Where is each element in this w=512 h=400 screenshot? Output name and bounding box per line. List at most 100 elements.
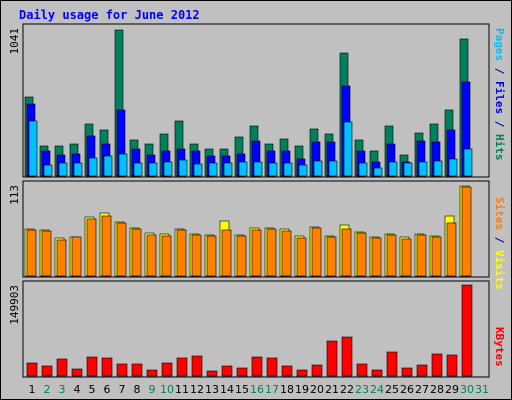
bar-kbytes-day-13 (206, 370, 218, 377)
bar-kbytes-day-5 (86, 356, 98, 377)
bar-kbytes-day-21 (326, 340, 338, 377)
bar-kbytes-day-26 (401, 367, 413, 377)
bar-sites-day-15 (236, 235, 247, 277)
bar-sites-day-8 (131, 228, 142, 277)
day-label-16: 16 (250, 383, 264, 396)
bar-kbytes-day-10 (161, 362, 173, 377)
day-label-10: 10 (160, 383, 174, 396)
bar-sites-day-5 (86, 218, 97, 277)
legend-visits: Visits (493, 250, 506, 290)
bar-sites-day-22 (341, 228, 352, 277)
day-label-9: 9 (149, 383, 156, 396)
bar-sites-day-9 (146, 234, 157, 277)
bar-sites-day-30 (461, 186, 472, 277)
legend-hits: Hits (493, 134, 506, 161)
bar-pages-day-4 (73, 162, 83, 177)
bars-hits-files-pages (24, 29, 473, 177)
bar-kbytes-day-2 (41, 365, 53, 377)
panel-visits-sites: 113 Sites / Visits (8, 180, 506, 290)
bar-pages-day-17 (268, 162, 278, 177)
day-label-31: 31 (475, 383, 489, 396)
legend-hits-files-pages: Pages / Files / Hits (493, 28, 506, 161)
bar-sites-day-17 (266, 228, 277, 277)
bar-pages-day-15 (238, 161, 248, 177)
bar-sites-day-14 (221, 229, 232, 277)
bar-kbytes-day-28 (431, 353, 443, 377)
day-label-2: 2 (44, 383, 51, 396)
legend-sites: Sites (493, 197, 506, 230)
bar-sites-day-1 (26, 229, 37, 277)
bar-pages-day-8 (133, 162, 143, 177)
bar-sites-day-21 (326, 236, 337, 277)
bar-sites-day-11 (176, 229, 187, 277)
bar-pages-day-10 (163, 161, 173, 177)
day-label-4: 4 (74, 383, 81, 396)
legend-pages: Pages (493, 28, 506, 61)
bar-pages-day-12 (193, 163, 203, 177)
day-label-6: 6 (104, 383, 111, 396)
day-label-25: 25 (385, 383, 399, 396)
bar-kbytes-day-24 (371, 369, 383, 377)
bar-kbytes-day-27 (416, 364, 428, 377)
day-label-17: 17 (265, 383, 279, 396)
bar-kbytes-day-3 (56, 358, 68, 377)
bar-kbytes-day-25 (386, 351, 398, 377)
legend-files: Files (493, 81, 506, 114)
day-label-27: 27 (415, 383, 429, 396)
ymax-label-kbytes: 149903 (8, 285, 21, 325)
bar-kbytes-day-16 (251, 356, 263, 377)
bar-kbytes-day-23 (356, 363, 368, 377)
bar-kbytes-day-22 (341, 336, 353, 377)
day-label-1: 1 (29, 383, 36, 396)
bar-kbytes-day-7 (116, 363, 128, 377)
bar-pages-day-11 (178, 159, 188, 177)
bar-kbytes-day-6 (101, 357, 113, 377)
x-axis-day-labels: 1 2 3 4 5 6 7 8 9 10 11 12 13 14 15 16 17 18 19 20 21 22 23 24 2… (29, 383, 490, 396)
day-label-30: 30 (460, 383, 474, 396)
bar-kbytes-day-4 (71, 368, 83, 377)
bar-sites-day-18 (281, 230, 292, 277)
bar-pages-day-23 (358, 162, 368, 177)
bar-kbytes-day-29 (446, 354, 458, 377)
bar-pages-day-13 (208, 162, 218, 177)
bar-sites-day-12 (191, 234, 202, 277)
bar-pages-day-20 (313, 160, 323, 177)
panel-kbytes: 149903 KBytes (8, 280, 506, 378)
bar-pages-day-14 (223, 162, 233, 177)
bar-sites-day-6 (101, 215, 112, 277)
day-label-19: 19 (295, 383, 309, 396)
bar-sites-day-23 (356, 232, 367, 277)
day-label-3: 3 (59, 383, 66, 396)
day-label-22: 22 (340, 383, 354, 396)
bar-pages-day-2 (43, 164, 53, 177)
legend-sep: / (493, 114, 506, 134)
day-label-13: 13 (205, 383, 219, 396)
bar-pages-day-19 (298, 164, 308, 177)
bar-kbytes-day-1 (26, 362, 38, 377)
legend-visits-sites: Sites / Visits (493, 197, 506, 290)
bar-pages-day-7 (118, 153, 128, 177)
bar-pages-day-26 (403, 162, 413, 177)
bar-sites-day-27 (416, 234, 427, 277)
bar-kbytes-day-11 (176, 357, 188, 377)
panel-hits-files-pages: 1041 Pages / Files / Hits (8, 23, 506, 178)
bar-pages-day-16 (253, 161, 263, 177)
day-label-12: 12 (190, 383, 204, 396)
bar-pages-day-5 (88, 157, 98, 177)
bars-visits-sites (24, 185, 472, 277)
bar-pages-day-18 (283, 162, 293, 177)
bar-sites-day-29 (446, 222, 457, 277)
legend-sep: / (493, 61, 506, 81)
day-label-29: 29 (445, 383, 459, 396)
legend-kbytes: KBytes (493, 327, 506, 367)
bar-sites-day-24 (371, 237, 382, 277)
bar-pages-day-1 (28, 120, 38, 177)
day-label-24: 24 (370, 383, 384, 396)
legend-kbytes-label: KBytes (493, 327, 506, 367)
bar-kbytes-day-8 (131, 363, 143, 377)
bar-pages-day-6 (103, 155, 113, 177)
bar-pages-day-22 (343, 121, 353, 177)
bar-kbytes-day-15 (236, 367, 248, 377)
bar-sites-day-13 (206, 235, 217, 277)
bar-sites-day-7 (116, 222, 127, 277)
